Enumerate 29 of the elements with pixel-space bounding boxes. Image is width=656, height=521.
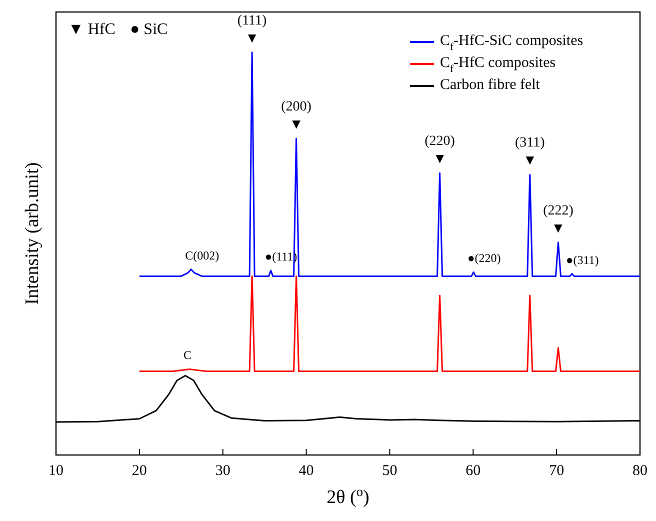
x-tick-label: 80 [632, 463, 648, 479]
x-tick-label: 60 [466, 463, 481, 479]
annotation: ●(311) [566, 252, 599, 267]
annotation: ▼ [522, 154, 537, 169]
annotation: ▼ [432, 152, 447, 168]
x-tick-label: 70 [549, 463, 564, 479]
y-axis-title: Intensity (arb.unit) [22, 162, 43, 305]
legend-label: Carbon fibre felt [440, 77, 541, 94]
annotation: ▼ [245, 31, 259, 46]
annotation: C [183, 348, 192, 362]
annotation: ▼ [289, 117, 304, 132]
annotation: (111) [237, 13, 268, 28]
annotation: (311) [514, 136, 546, 151]
x-tick-label: 50 [382, 463, 398, 479]
x-tick-label: 30 [215, 463, 230, 479]
annotation: (220) [424, 134, 456, 150]
text: ● SiC [130, 21, 168, 38]
annotation: (200) [281, 99, 312, 114]
annotation: ●(220) [468, 251, 501, 266]
x-tick-label: 40 [298, 463, 314, 479]
x-axis-title: 2θ ($^{o}$) [326, 484, 370, 508]
x-tick-label: 20 [132, 463, 147, 479]
legend-label: C$_{f}$-HfC-SiC composites [440, 33, 584, 53]
annotation: ▼ [551, 221, 566, 236]
text: ▼ HfC [68, 21, 116, 38]
annotation: (222) [543, 203, 574, 218]
annotation: C(002) [185, 248, 220, 262]
x-tick-label: 10 [48, 463, 64, 479]
legend-label: C$_{f}$-HfC composites [440, 55, 556, 75]
